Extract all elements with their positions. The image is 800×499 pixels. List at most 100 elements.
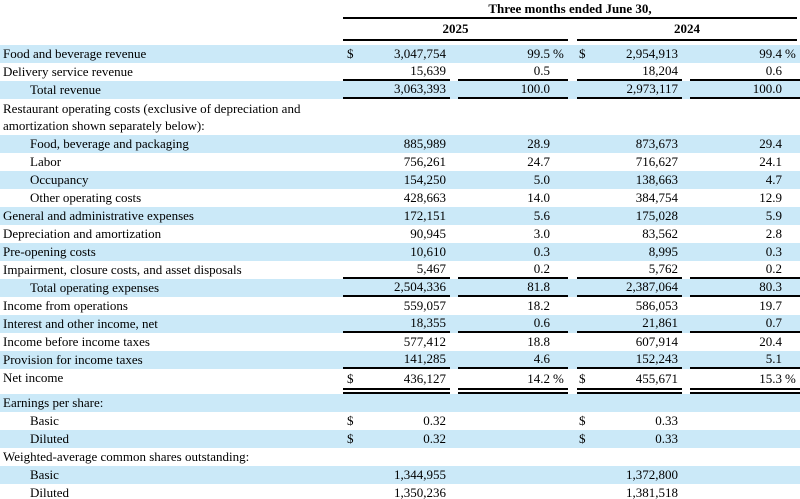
percent-2024-cell: 5.9 — [690, 207, 800, 225]
column-gap — [568, 369, 577, 394]
table-row: Interest and other income, net 18,355 0.… — [0, 315, 800, 333]
percent-2025-cell: 5.6 — [458, 207, 568, 225]
column-gap — [682, 412, 690, 430]
row-label: Basic — [30, 413, 59, 428]
row-label: Diluted — [30, 431, 69, 446]
currency-symbol-2025: $ — [347, 46, 354, 61]
percent-2025-cell: 99.5 % — [458, 45, 568, 63]
amount-2025: 5,467 — [416, 261, 446, 276]
column-gap — [682, 484, 690, 499]
row-label-cell: Pre-opening costs — [0, 243, 343, 261]
column-gap — [450, 261, 458, 279]
amount-2024: 2,954,913 — [626, 46, 678, 61]
row-label-cell: Basic — [0, 412, 343, 430]
amount-2024-cell: 1,372,800 — [577, 466, 682, 484]
amount-2024: 0.33 — [655, 431, 678, 446]
amount-2024-cell: 83,562 — [577, 225, 682, 243]
amount-2024-cell: $ 455,671 — [577, 369, 682, 394]
percent-2025: 0.3 — [533, 244, 550, 259]
percent-2024: 19.7 — [759, 298, 782, 313]
row-label-cell: Interest and other income, net — [0, 315, 343, 333]
amount-2025-cell — [343, 394, 450, 412]
row-label: Net income — [3, 370, 64, 385]
percent-2024: 24.1 — [759, 154, 782, 169]
table-row: Total operating expenses 2,504,336 81.8 … — [0, 279, 800, 297]
percent-2024-cell: 19.7 — [690, 297, 800, 315]
amount-2025-cell: 577,412 — [343, 333, 450, 351]
table-row: Food and beverage revenue $ 3,047,754 99… — [0, 45, 800, 63]
column-gap — [568, 279, 577, 297]
table-row: Total revenue 3,063,393 100.0 2,973,117 … — [0, 81, 800, 99]
amount-2025: 0.32 — [423, 413, 446, 428]
amount-2024-cell: 138,663 — [577, 171, 682, 189]
row-label: Restaurant operating costs (exclusive of… — [3, 101, 301, 133]
table-row: Income from operations 559,057 18.2 586,… — [0, 297, 800, 315]
column-gap — [568, 243, 577, 261]
amount-2025-cell: 10,610 — [343, 243, 450, 261]
amount-2025: 577,412 — [403, 334, 446, 349]
column-gap — [450, 279, 458, 297]
percent-2024-cell: 80.3 — [690, 279, 800, 297]
column-gap — [682, 333, 690, 351]
amount-2024: 18,204 — [642, 63, 678, 78]
table-row: Depreciation and amortization 90,945 3.0… — [0, 225, 800, 243]
percent-2024: 2.8 — [765, 226, 782, 241]
percent-2025: 18.8 — [527, 334, 550, 349]
column-gap — [568, 466, 577, 484]
amount-2025: 90,945 — [410, 226, 446, 241]
column-gap — [450, 351, 458, 369]
column-gap — [682, 448, 690, 466]
percent-2025: 14.2 — [527, 370, 550, 386]
row-label: Pre-opening costs — [3, 244, 96, 259]
amount-2024-cell: $ 0.33 — [577, 412, 682, 430]
table-row: Pre-opening costs 10,610 0.3 8,995 0.3 — [0, 243, 800, 261]
row-label: Weighted-average common shares outstandi… — [3, 449, 250, 464]
percent-2024-cell — [690, 484, 800, 499]
percent-2024-cell: 2.8 — [690, 225, 800, 243]
column-gap — [682, 45, 690, 63]
header-spacer — [0, 19, 343, 41]
percent-2024-cell: 100.0 — [690, 81, 800, 99]
percent-2024: 5.1 — [765, 351, 782, 366]
amount-2024-cell: 2,387,064 — [577, 279, 682, 297]
table-row: Provision for income taxes 141,285 4.6 1… — [0, 351, 800, 369]
table-body: Food and beverage revenue $ 3,047,754 99… — [0, 45, 800, 499]
currency-symbol-2025: $ — [347, 431, 354, 446]
row-label: Occupancy — [30, 172, 89, 187]
amount-2025-cell: $ 0.32 — [343, 412, 450, 430]
row-label-cell: Diluted — [0, 430, 343, 448]
percent-2025: 5.6 — [533, 208, 550, 223]
percent-2025-cell: 28.9 — [458, 135, 568, 153]
amount-2024-cell: 175,028 — [577, 207, 682, 225]
column-gap — [682, 153, 690, 171]
percent-2024-cell — [690, 99, 800, 135]
row-label-cell: Weighted-average common shares outstandi… — [0, 448, 343, 466]
column-gap — [450, 430, 458, 448]
amount-2024: 2,973,117 — [626, 81, 678, 96]
table-row: Delivery service revenue 15,639 0.5 18,2… — [0, 63, 800, 81]
column-gap — [682, 171, 690, 189]
row-label-cell: Income from operations — [0, 297, 343, 315]
table-row: Basic $ 0.32 $ 0.33 — [0, 412, 800, 430]
amount-2024-cell: 607,914 — [577, 333, 682, 351]
percent-2025: 100.0 — [520, 81, 550, 96]
amount-2024-cell: 8,995 — [577, 243, 682, 261]
column-gap — [568, 315, 577, 333]
column-gap — [568, 207, 577, 225]
percent-2025: 28.9 — [527, 136, 550, 151]
amount-2025: 756,261 — [403, 154, 446, 169]
amount-2025-cell: 885,989 — [343, 135, 450, 153]
column-gap — [568, 189, 577, 207]
amount-2025: 3,047,754 — [394, 46, 446, 61]
row-label-cell: Total revenue — [0, 81, 343, 99]
column-gap — [682, 189, 690, 207]
percent-2024-cell: 12.9 — [690, 189, 800, 207]
row-label: Income from operations — [3, 298, 128, 313]
table-row: Net income $ 436,127 14.2 % $ 455,671 15… — [0, 369, 800, 394]
percent-2025-cell — [458, 466, 568, 484]
column-gap — [450, 369, 458, 394]
percent-2025-cell: 14.0 — [458, 189, 568, 207]
row-label: General and administrative expenses — [3, 208, 194, 223]
percent-2024: 12.9 — [759, 190, 782, 205]
